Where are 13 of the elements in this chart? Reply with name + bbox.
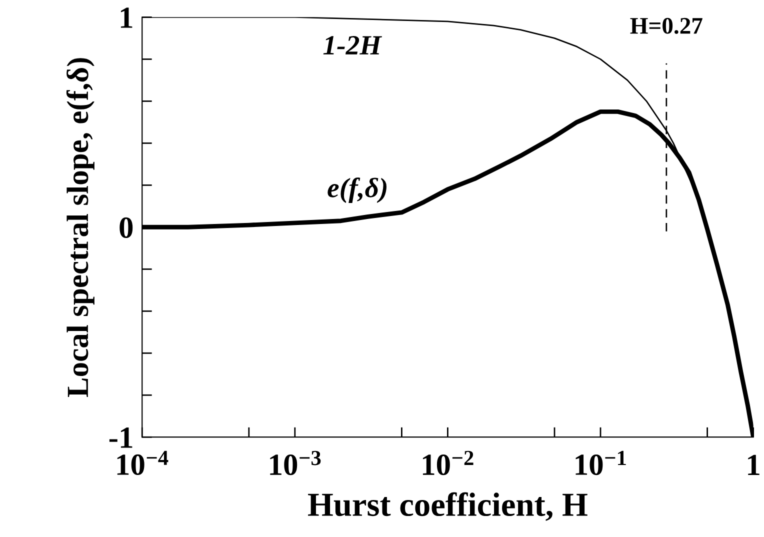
series-label: 1-2H <box>323 36 382 54</box>
y-tick-label: -1 <box>109 428 132 448</box>
x-tick-label: 10$^{−2}$ <box>422 450 474 476</box>
x-tick-label: 10$^{−1}$ <box>576 450 626 476</box>
x-tick-label: 1 <box>748 454 760 475</box>
series-label: e(f,δ) <box>328 178 386 204</box>
x-tick-label: 10$^{−3}$ <box>270 450 321 476</box>
y-axis-title: Local spectral slope, e(f,δ) <box>66 58 94 398</box>
y-tick-label: 0 <box>120 217 133 238</box>
x-tick-label: 10$^{−4}$ <box>117 450 168 476</box>
ref-line-label: H=0.27 <box>630 18 702 34</box>
x-axis-title: Hurst coefficient, H <box>308 492 588 521</box>
y-tick-label: 1 <box>120 8 132 28</box>
